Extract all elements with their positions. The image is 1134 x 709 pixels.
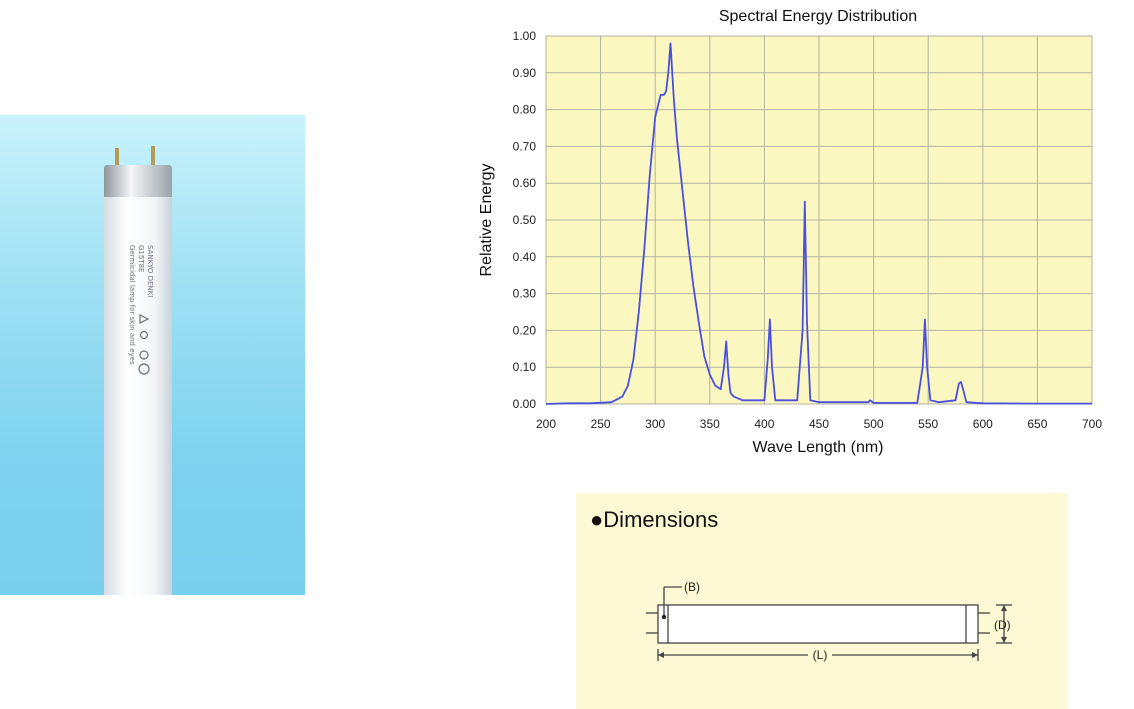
svg-text:G15T8E: G15T8E (137, 245, 145, 272)
series-layer (545, 42, 1092, 405)
label-l: (L) (813, 648, 828, 662)
x-tick-label: 700 (1082, 417, 1102, 431)
y-tick-labels: 0.00 0.10 0.20 0.30 0.40 0.50 0.60 0.70 0.80 0.90… (513, 29, 537, 411)
x-tick-labels: 200 250 300 350 400 450 500 550 600 650 700 (536, 417, 1102, 431)
x-tick-label: 300 (645, 417, 665, 431)
y-tick-label: 0.20 (513, 323, 537, 337)
y-tick-label: 0.30 (513, 287, 537, 301)
y-tick-label: 0.90 (513, 66, 537, 80)
svg-text:Germicidal lamp for skin and e: Germicidal lamp for skin and eyes (128, 245, 136, 365)
x-tick-label: 500 (864, 417, 884, 431)
dimensions-title: Dimensions (603, 507, 719, 532)
x-tick-label: 350 (700, 417, 720, 431)
y-tick-label: 0.00 (513, 397, 537, 411)
label-d: (D) (994, 618, 1011, 632)
svg-text:SANKYO DENKI: SANKYO DENKI (146, 245, 154, 297)
fluorescent-tube-image: SANKYO DENKI G15T8E Germicidal lamp for … (104, 146, 172, 595)
y-tick-label: 0.70 (513, 139, 537, 153)
x-tick-label: 400 (754, 417, 774, 431)
chart-title: Spectral Energy Distribution (719, 8, 917, 25)
x-tick-label: 250 (591, 417, 611, 431)
y-tick-label: 0.40 (513, 250, 537, 264)
y-tick-label: 1.00 (513, 29, 537, 43)
dimensions-heading: ●Dimensions (590, 507, 718, 533)
product-photo: SANKYO DENKI G15T8E Germicidal lamp for … (0, 115, 305, 595)
tube-dimension-diagram: (B) (D) (L) (646, 580, 1012, 662)
x-tick-label: 200 (536, 417, 556, 431)
series-line (545, 42, 1092, 405)
y-tick-label: 0.50 (513, 213, 537, 227)
y-tick-label: 0.10 (513, 360, 537, 374)
x-tick-label: 650 (1027, 417, 1047, 431)
x-tick-label: 450 (809, 417, 829, 431)
x-tick-label: 550 (918, 417, 938, 431)
y-tick-label: 0.60 (513, 176, 537, 190)
y-tick-label: 0.80 (513, 103, 537, 117)
x-axis-label: Wave Length (nm) (752, 439, 883, 456)
filled-circle-bullet: ● (590, 507, 604, 532)
x-tick-label: 600 (973, 417, 993, 431)
plot-border (545, 35, 1093, 405)
y-axis-label: Relative Energy (478, 164, 495, 277)
dimensions-panel: ●Dimensions (B) (D) (L) (576, 493, 1068, 709)
grid-lines (545, 35, 1093, 405)
label-b: (B) (684, 580, 700, 594)
